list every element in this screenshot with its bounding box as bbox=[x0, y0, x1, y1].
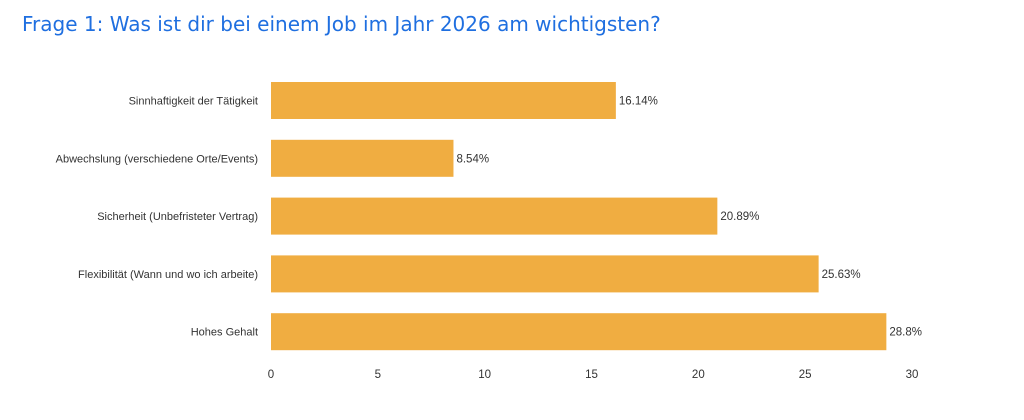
bar bbox=[271, 313, 887, 351]
data-label: 28.8% bbox=[889, 327, 922, 339]
x-tick-label: 20 bbox=[692, 369, 705, 381]
bar bbox=[271, 197, 718, 235]
bars-layer bbox=[271, 82, 887, 351]
bar bbox=[271, 82, 616, 119]
category-label: Hohes Gehalt bbox=[191, 327, 258, 339]
data-label: 25.63% bbox=[822, 269, 861, 281]
category-labels: Sinnhaftigkeit der Tätigkeit Abwechslung … bbox=[56, 96, 258, 339]
chart-title: Frage 1: Was ist dir bei einem Job im Ja… bbox=[22, 12, 661, 36]
x-tick-label: 10 bbox=[478, 369, 491, 381]
x-tick-label: 30 bbox=[906, 369, 919, 381]
x-axis-ticks: 0 5 10 15 20 25 30 bbox=[268, 369, 919, 381]
x-tick-label: 5 bbox=[375, 369, 381, 381]
x-tick-label: 0 bbox=[268, 369, 274, 381]
category-label: Sicherheit (Unbefristeter Vertrag) bbox=[97, 211, 258, 223]
x-tick-label: 15 bbox=[585, 369, 598, 381]
data-label: 20.89% bbox=[720, 211, 759, 223]
category-label: Sinnhaftigkeit der Tätigkeit bbox=[129, 96, 258, 108]
data-label: 16.14% bbox=[619, 96, 658, 108]
category-label: Abwechslung (verschiedene Orte/Events) bbox=[56, 153, 258, 165]
category-label: Flexibilität (Wann und wo ich arbeite) bbox=[78, 269, 258, 281]
data-label: 8.54% bbox=[456, 153, 489, 165]
bar bbox=[271, 255, 819, 293]
bar bbox=[271, 139, 454, 177]
value-labels: 16.14% 8.54% 20.89% 25.63% 28.8% bbox=[456, 96, 921, 339]
x-tick-label: 25 bbox=[799, 369, 812, 381]
